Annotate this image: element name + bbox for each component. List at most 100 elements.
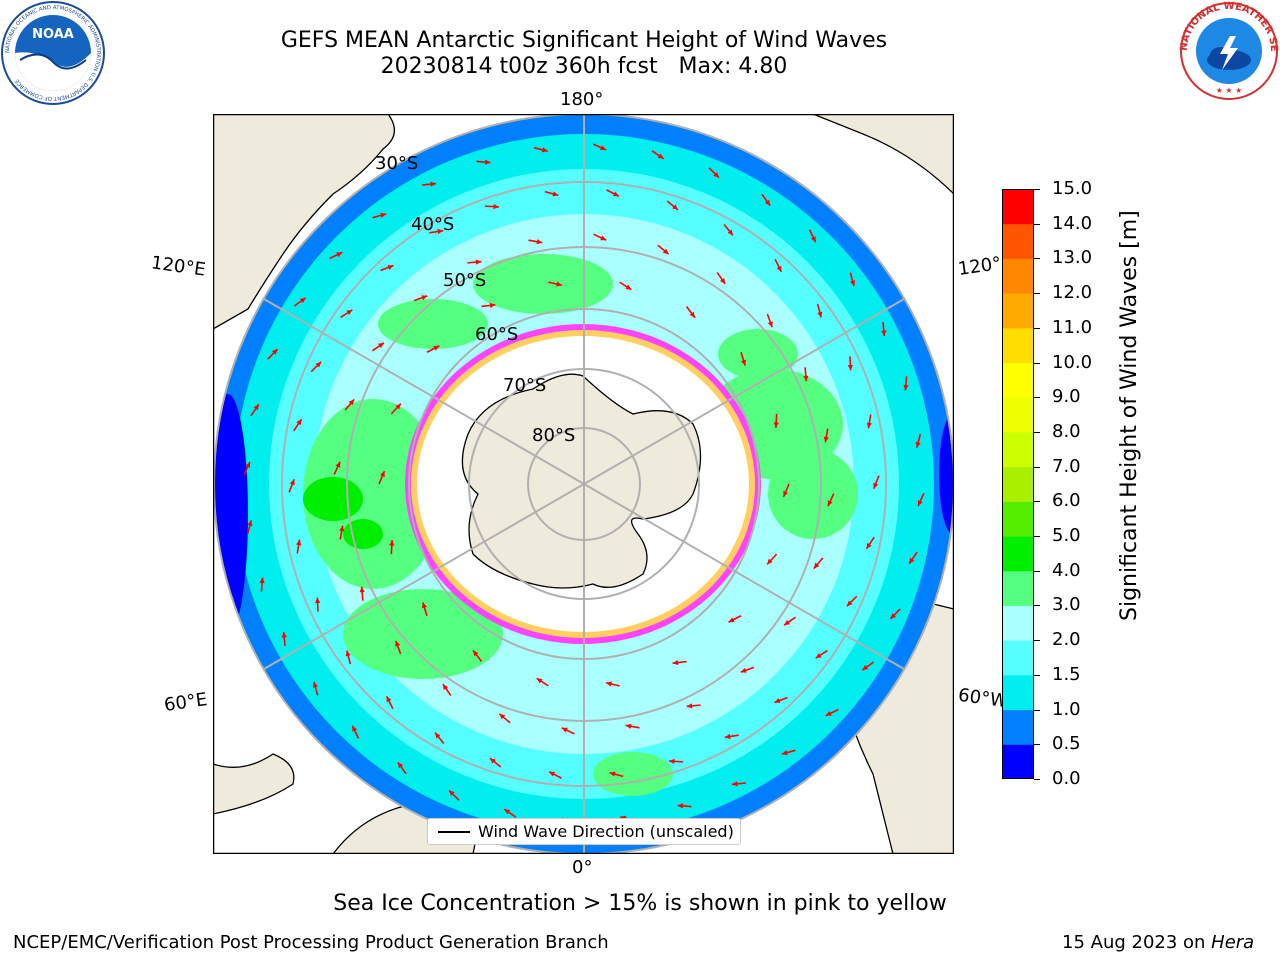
colorbar-step: [1002, 570, 1034, 606]
colorbar-label: Significant Height of Wind Waves [m]: [1117, 210, 1142, 621]
wave-arrow-head: [774, 698, 781, 704]
colorbar: [1002, 189, 1034, 779]
wave-arrow-head: [686, 703, 693, 709]
footer-credit: NCEP/EMC/Verification Post Processing Pr…: [13, 932, 609, 953]
lat-label-40: 40°S: [411, 214, 454, 235]
wave-arrow-head: [767, 321, 773, 328]
noaa-logo-text: NOAA: [32, 27, 74, 42]
wave-arrow-head: [827, 500, 833, 507]
colorbar-tick-mark: [1034, 709, 1040, 711]
wave-arrow-head: [728, 617, 735, 623]
wave-arrow-head: [719, 277, 726, 284]
svg-text:★ ★ ★: ★ ★ ★: [1216, 86, 1243, 95]
wave-arrow-head: [473, 650, 479, 657]
wave-arrow-head: [866, 542, 872, 549]
colorbar-step: [1002, 605, 1034, 641]
wave-arrow-head: [314, 597, 321, 604]
colorbar-tick-label: 3.0: [1052, 594, 1081, 616]
wave-arrow-head: [847, 364, 854, 371]
noaa-logo: NOAA NATIONAL OCEANIC AND ATMOSPHERIC AD…: [1, 1, 105, 105]
wave-arrow-head: [903, 384, 909, 391]
wave-arrow-head: [612, 191, 619, 197]
colorbar-tick-mark: [1034, 431, 1040, 433]
wave-arrow-head: [846, 600, 853, 607]
colorbar-tick-label: 13.0: [1052, 247, 1093, 269]
colorbar-tick-label: 8.0: [1052, 420, 1081, 442]
colorbar-tick-label: 0.5: [1052, 733, 1081, 755]
wave-arrow-head: [625, 723, 632, 729]
wave-arrow-head: [815, 653, 822, 659]
lat-label-50: 50°S: [443, 270, 486, 291]
wave-arrow-head: [271, 349, 278, 355]
wave-arrow-head: [504, 809, 511, 815]
wave-arrow-head: [379, 471, 385, 478]
wave-arrow-head: [339, 525, 345, 532]
colorbar-tick-mark: [1034, 744, 1040, 746]
colorbar-tick-mark: [1034, 640, 1040, 642]
lon-label-60e: 60°E: [162, 689, 209, 716]
colorbar-tick-mark: [1034, 327, 1040, 329]
colorbar-step: [1002, 431, 1034, 468]
wave-arrow-head: [489, 302, 496, 308]
wave-arrow-head: [873, 482, 879, 489]
wave-arrow-head: [731, 781, 738, 787]
colorbar-tick-mark: [1034, 466, 1040, 468]
polar-map: 30°S 40°S 50°S 60°S 70°S 80°S: [213, 114, 954, 854]
colorbar-tick-label: 9.0: [1052, 386, 1081, 408]
wave-arrow-head: [764, 199, 771, 206]
wave-arrow-head: [253, 404, 259, 411]
wave-arrow-head: [862, 664, 869, 671]
wave-arrow-head: [281, 631, 287, 638]
colorbar-tick-mark: [1034, 397, 1040, 399]
wave-arrow-head: [657, 153, 664, 159]
colorbar-step: [1002, 362, 1034, 398]
wave-arrow-head: [397, 762, 404, 769]
wave-arrow-head: [395, 403, 401, 410]
colorbar-step: [1002, 327, 1034, 364]
wave-arrow-head: [345, 650, 351, 657]
colorbar-step: [1002, 293, 1034, 329]
wave-arrow-head: [625, 284, 632, 290]
colorbar-step: [1002, 189, 1034, 225]
wave-arrow-head: [493, 204, 499, 210]
wave-arrow-head: [776, 265, 782, 272]
wave-arrow-head: [449, 790, 455, 797]
wave-arrow-head: [536, 678, 543, 684]
wave-arrow-head: [352, 725, 358, 732]
wave-arrow-head: [850, 280, 856, 287]
chart-subtitle: 20230814 t00z 360h fcst Max: 4.80: [380, 54, 788, 79]
lon-label-120w: 120°: [956, 253, 1003, 280]
colorbar-tick-mark: [1034, 293, 1040, 295]
wave-arrow-head: [552, 191, 559, 197]
wave-arrow-head: [909, 557, 915, 564]
wave-arrow-head: [600, 145, 607, 151]
wave-arrow-head: [489, 758, 496, 764]
colorbar-tick-label: 2.0: [1052, 629, 1081, 651]
wave-arrow-head: [389, 540, 395, 546]
wave-arrow-head: [672, 204, 679, 210]
legend-line-swatch: [438, 831, 470, 833]
footer-machine: Hera: [1211, 932, 1255, 953]
sea-ice-note: Sea Ice Concentration > 15% is shown in …: [333, 891, 947, 916]
wave-arrow-head: [724, 733, 731, 740]
colorbar-tick-label: 12.0: [1052, 282, 1093, 304]
wave-arrow-head: [433, 345, 440, 351]
colorbar-tick-label: 14.0: [1052, 212, 1093, 234]
wave-arrow-head: [348, 399, 355, 406]
wave-arrow-head: [296, 419, 302, 426]
wave-arrow-head: [803, 375, 809, 382]
colorbar-tick-mark: [1034, 674, 1040, 676]
wave-arrow-head: [689, 311, 695, 318]
wave-arrow-head: [813, 562, 820, 569]
colorbar-step: [1002, 466, 1034, 502]
wave-arrow-head: [359, 586, 365, 593]
colorbar-tick-mark: [1034, 501, 1040, 503]
wave-arrow-head: [767, 558, 773, 565]
wave-arrow-head: [609, 771, 616, 777]
colorbar-step: [1002, 640, 1034, 676]
wave-arrow-head: [335, 461, 341, 468]
colorbar-step: [1002, 744, 1034, 779]
colorbar-tick-label: 5.0: [1052, 525, 1081, 547]
lon-label-0: 0°: [572, 857, 593, 878]
wave-arrow-head: [556, 281, 563, 287]
